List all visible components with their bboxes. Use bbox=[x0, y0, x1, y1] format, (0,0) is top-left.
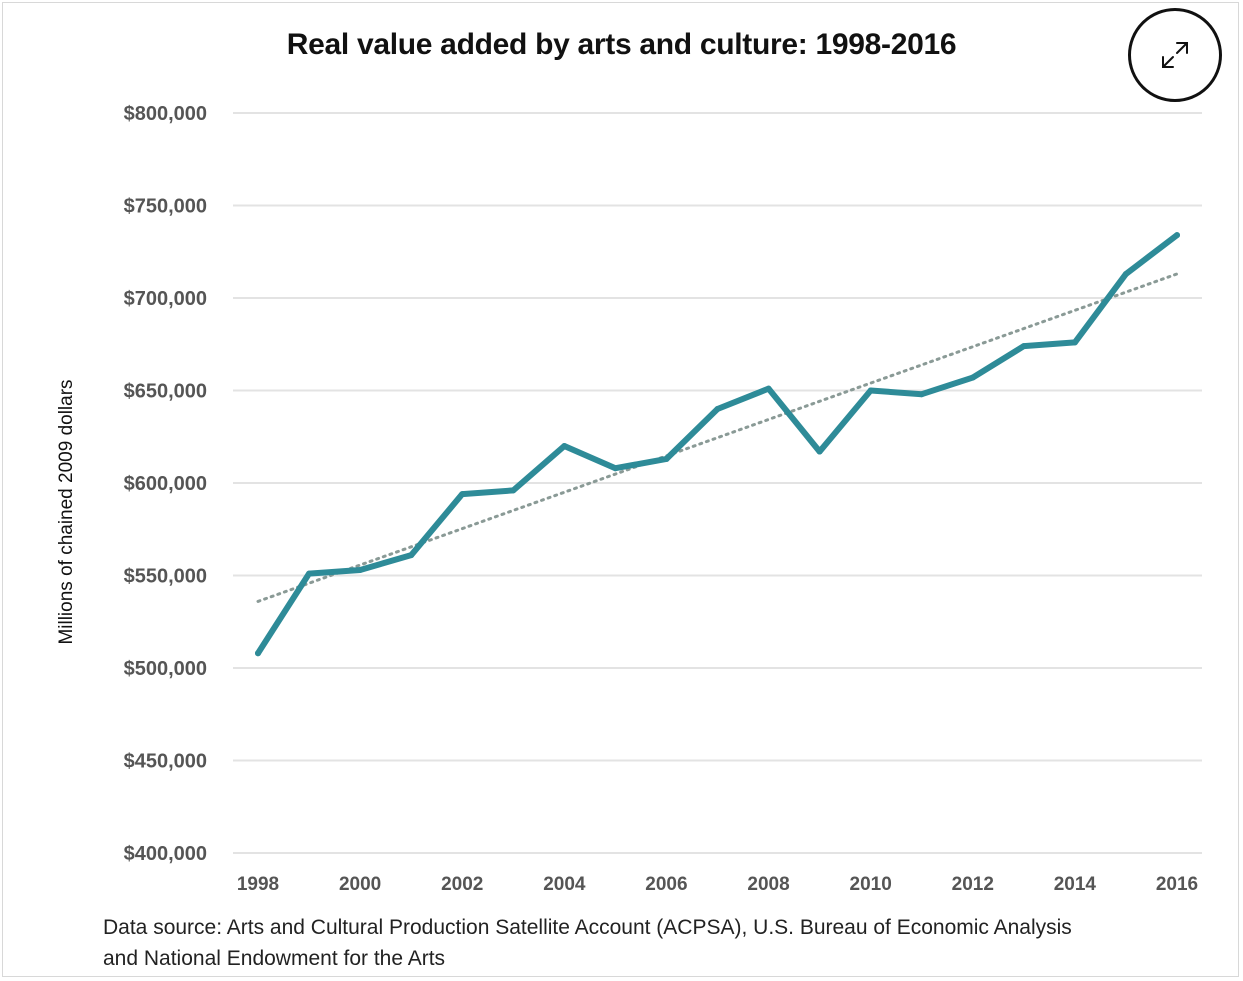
data-point bbox=[510, 487, 517, 494]
x-tick-label: 2008 bbox=[747, 874, 789, 895]
data-source-note: Data source: Arts and Cultural Productio… bbox=[103, 916, 1072, 970]
data-point bbox=[612, 465, 619, 472]
data-point bbox=[969, 374, 976, 381]
data-point bbox=[1071, 339, 1078, 346]
data-point bbox=[306, 570, 313, 577]
y-tick-label: $750,000 bbox=[124, 196, 207, 218]
data-point bbox=[816, 448, 823, 455]
x-tick-label: 1998 bbox=[237, 874, 279, 895]
data-point bbox=[255, 650, 261, 657]
data-point bbox=[459, 491, 466, 498]
data-point bbox=[765, 385, 772, 392]
x-tick-label: 2000 bbox=[339, 874, 381, 895]
x-tick-label: 2002 bbox=[441, 874, 483, 895]
data-point bbox=[663, 455, 670, 462]
x-tick-label: 2012 bbox=[952, 874, 994, 895]
expand-button[interactable] bbox=[1128, 8, 1222, 102]
x-tick-label: 2016 bbox=[1156, 874, 1198, 895]
data-point bbox=[1122, 270, 1129, 277]
y-tick-label: $650,000 bbox=[124, 381, 207, 403]
data-point bbox=[918, 391, 925, 398]
y-tick-label: $800,000 bbox=[124, 103, 207, 125]
expand-arrows-icon bbox=[1162, 42, 1188, 68]
data-point bbox=[561, 443, 568, 449]
data-point bbox=[714, 406, 721, 412]
data-point bbox=[1020, 343, 1027, 350]
chart-title: Real value added by arts and culture: 19… bbox=[286, 28, 957, 61]
data-point bbox=[867, 387, 874, 394]
y-tick-label: $400,000 bbox=[124, 843, 207, 865]
x-tick-label: 2010 bbox=[850, 874, 892, 895]
data-point bbox=[1174, 232, 1180, 239]
y-tick-label: $700,000 bbox=[124, 288, 207, 310]
x-tick-label: 2006 bbox=[645, 874, 687, 895]
y-tick-label: $450,000 bbox=[124, 751, 207, 773]
y-tick-label: $600,000 bbox=[124, 473, 207, 495]
trendline bbox=[256, 272, 1179, 603]
data-point bbox=[357, 566, 364, 573]
y-tick-label: $550,000 bbox=[124, 566, 207, 588]
y-tick-label: $500,000 bbox=[124, 658, 207, 680]
data-point bbox=[408, 552, 415, 559]
x-tick-label: 2004 bbox=[543, 874, 586, 895]
x-tick-label: 2014 bbox=[1054, 874, 1097, 895]
